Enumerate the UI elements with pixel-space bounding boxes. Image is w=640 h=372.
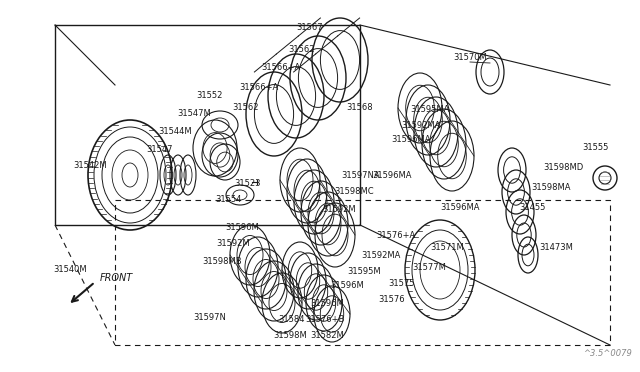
Text: FRONT: FRONT [100, 273, 133, 283]
Text: 31596MA: 31596MA [391, 135, 431, 144]
Text: 31547: 31547 [147, 145, 173, 154]
Text: 31592M: 31592M [216, 240, 250, 248]
Text: 31582M: 31582M [310, 330, 344, 340]
Text: 31584: 31584 [279, 315, 305, 324]
Text: 31576+B: 31576+B [305, 315, 345, 324]
Text: 31598MC: 31598MC [334, 187, 374, 196]
Text: 31455: 31455 [519, 202, 545, 212]
Text: 31542M: 31542M [73, 161, 107, 170]
Text: 31547M: 31547M [177, 109, 211, 118]
Text: 31568: 31568 [346, 103, 372, 112]
Text: 31544M: 31544M [158, 128, 192, 137]
Text: 31555: 31555 [582, 144, 609, 153]
Text: 31540M: 31540M [53, 266, 87, 275]
Text: 31576: 31576 [378, 295, 404, 305]
Text: 31577M: 31577M [412, 263, 446, 272]
Text: 31598MB: 31598MB [202, 257, 242, 266]
Text: 31595M: 31595M [347, 266, 381, 276]
Text: 31596M: 31596M [330, 282, 364, 291]
Text: 31566+A: 31566+A [261, 64, 301, 73]
Text: 31570M: 31570M [453, 54, 487, 62]
Text: 31592MA: 31592MA [361, 250, 401, 260]
Text: 31596MA: 31596MA [372, 170, 412, 180]
Text: 31576+A: 31576+A [376, 231, 415, 240]
Text: 31567: 31567 [297, 23, 323, 32]
Text: 31554: 31554 [215, 196, 241, 205]
Text: 31575: 31575 [388, 279, 415, 289]
Text: 31523: 31523 [235, 179, 261, 187]
Text: 31592M: 31592M [322, 205, 356, 214]
Text: 31552: 31552 [196, 90, 222, 99]
Text: 31473M: 31473M [539, 244, 573, 253]
Text: 31598M: 31598M [273, 330, 307, 340]
Text: 31596M: 31596M [310, 298, 344, 308]
Text: 31595MA: 31595MA [410, 106, 449, 115]
Text: 31597NA: 31597NA [341, 170, 380, 180]
Text: 31592MA: 31592MA [401, 121, 440, 129]
Text: 31566+A: 31566+A [239, 83, 278, 92]
Text: ^3.5^0079: ^3.5^0079 [583, 349, 632, 358]
Text: 31596MA: 31596MA [440, 203, 479, 212]
Text: 31562: 31562 [289, 45, 316, 55]
Text: 31597N: 31597N [193, 314, 227, 323]
Text: 31598MD: 31598MD [543, 164, 583, 173]
Text: 31562: 31562 [233, 103, 259, 112]
Text: 31571M: 31571M [430, 244, 464, 253]
Text: 31598MA: 31598MA [531, 183, 570, 192]
Text: 31596M: 31596M [225, 224, 259, 232]
